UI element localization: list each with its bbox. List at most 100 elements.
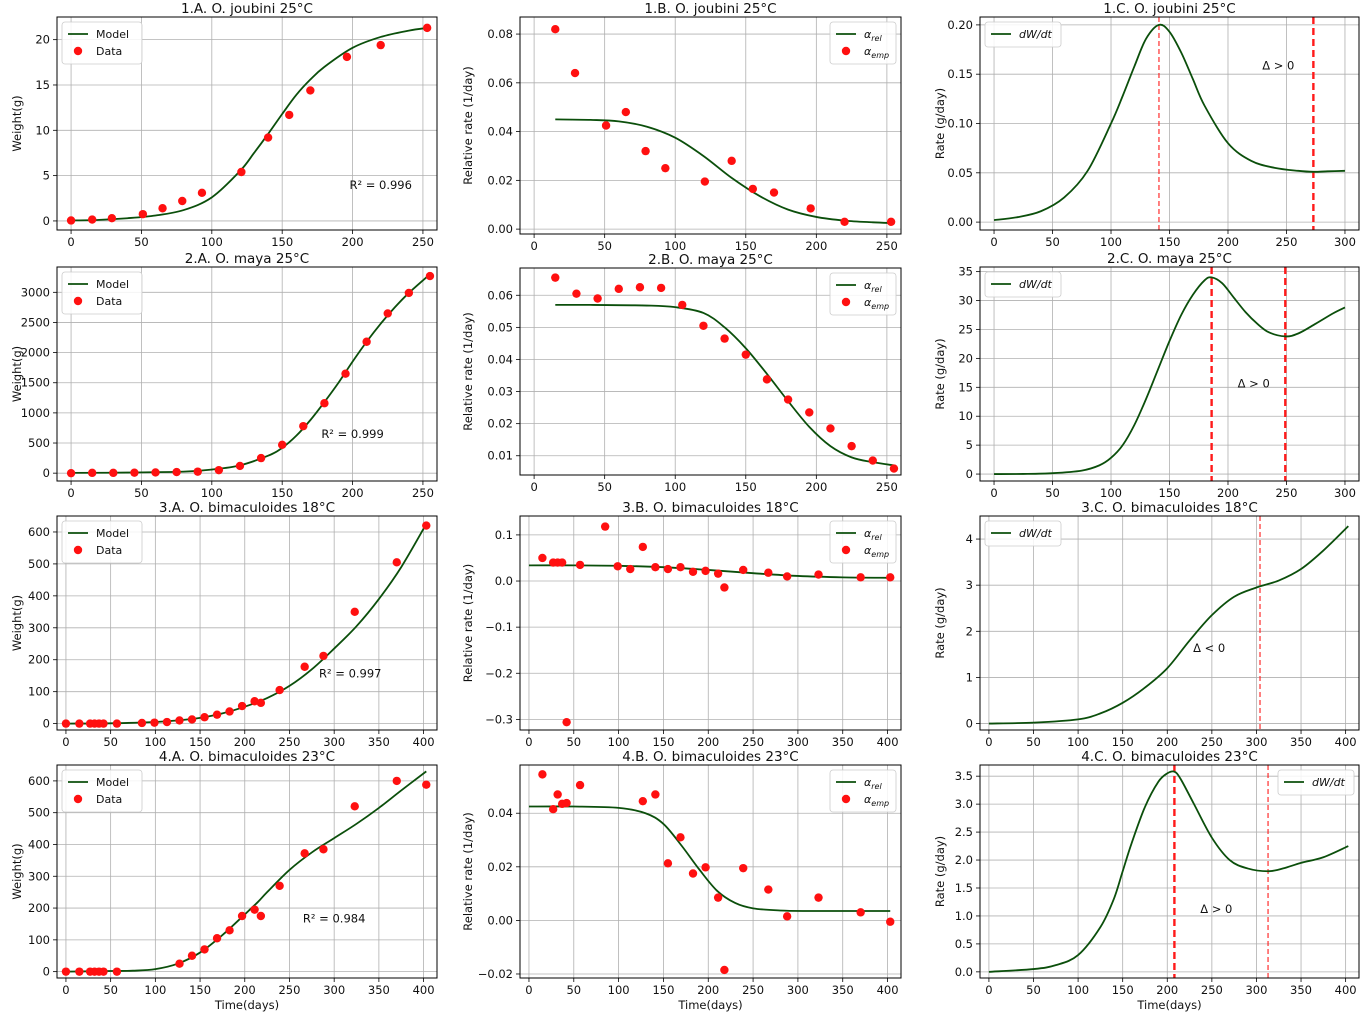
x-tick-label: 150 xyxy=(1112,735,1134,749)
y-tick-label: 0.05 xyxy=(487,320,513,334)
series-line-1 xyxy=(528,805,891,912)
plot-frame xyxy=(519,515,902,731)
y-tick-label: 0.02 xyxy=(487,417,513,431)
y-tick-label: 500 xyxy=(28,806,50,820)
data-point xyxy=(676,833,685,842)
data-point xyxy=(212,934,222,943)
x-tick-label: 0 xyxy=(985,983,992,997)
chart-title: 4.B. O. bimaculoides 23°C xyxy=(622,749,798,765)
y-tick-label: 0.06 xyxy=(487,288,513,302)
y-tick-label: 400 xyxy=(28,837,50,851)
y-tick-label: 400 xyxy=(28,589,50,603)
legend-label: αemp xyxy=(864,296,889,311)
data-point xyxy=(187,715,197,724)
legend-box xyxy=(61,21,143,65)
data-point xyxy=(562,798,571,808)
legend-label: αemp xyxy=(864,544,889,559)
data-point xyxy=(641,146,650,156)
legend-dot-swatch xyxy=(73,794,83,804)
series-points-2 xyxy=(66,271,435,478)
data-point xyxy=(87,215,97,224)
y-tick-label: 100 xyxy=(28,685,50,699)
annotation: R² = 0.999 xyxy=(321,427,383,441)
x-tick-label: 150 xyxy=(652,983,674,997)
x-tick-label: 250 xyxy=(876,480,898,494)
data-point xyxy=(212,710,222,719)
series-points-2 xyxy=(538,522,895,727)
annotation: Δ > 0 xyxy=(1262,58,1294,72)
data-point xyxy=(656,283,666,293)
chart-title: 1.A. O. joubini 25°C xyxy=(181,1,313,17)
data-point xyxy=(341,369,350,378)
x-tick-label: 200 xyxy=(1217,235,1239,249)
legend-box xyxy=(984,271,1062,298)
x-tick-label: 150 xyxy=(1112,983,1134,997)
data-point xyxy=(663,859,673,868)
grid xyxy=(980,765,1359,978)
data-point xyxy=(575,560,585,570)
series-points-2 xyxy=(61,776,431,976)
data-point xyxy=(886,217,896,227)
x-tick-label: 200 xyxy=(805,239,827,253)
plot-frame xyxy=(56,266,438,482)
x-tick-label: 0 xyxy=(525,735,532,749)
y-tick-label: 30 xyxy=(958,294,973,308)
series-line-1 xyxy=(555,118,892,224)
y-axis-label: Relative rate (1/day) xyxy=(461,312,475,430)
x-tick-label: 150 xyxy=(189,735,211,749)
data-point xyxy=(300,849,309,858)
x-tick-label: 300 xyxy=(323,735,345,749)
grid xyxy=(520,17,901,234)
y-tick-label: 0.00 xyxy=(487,222,513,236)
data-point xyxy=(61,967,71,976)
x-tick-label: 50 xyxy=(1026,983,1041,997)
data-point xyxy=(575,780,585,790)
legend-label: αrel xyxy=(864,527,882,542)
data-point xyxy=(137,718,147,728)
data-point xyxy=(277,440,287,450)
y-tick-label: 0.05 xyxy=(947,166,973,180)
legend-box xyxy=(61,520,143,564)
data-point xyxy=(112,967,122,976)
data-point xyxy=(551,24,560,34)
data-point xyxy=(425,271,435,281)
x-tick-label: 250 xyxy=(742,983,764,997)
x-tick-label: 300 xyxy=(787,983,809,997)
data-point xyxy=(614,284,623,294)
data-point xyxy=(235,461,245,471)
data-point xyxy=(193,467,202,476)
chart-title: 1.C. O. joubini 25°C xyxy=(1103,1,1235,17)
data-point xyxy=(404,288,414,298)
x-tick-label: 400 xyxy=(877,735,899,749)
x-tick-label: 300 xyxy=(1334,235,1356,249)
data-point xyxy=(175,716,184,725)
plot-frame xyxy=(979,515,1360,731)
y-tick-label: 1000 xyxy=(21,406,50,420)
plot-frame xyxy=(56,16,438,231)
series-points-2 xyxy=(551,24,896,227)
x-tick-label: 250 xyxy=(1201,983,1223,997)
data-point xyxy=(158,204,167,213)
y-tick-label: 1.0 xyxy=(955,909,973,923)
legend-label: Model xyxy=(96,776,129,789)
data-point xyxy=(720,334,729,343)
data-point xyxy=(214,465,224,475)
chart-title: 2.C. O. maya 25°C xyxy=(1107,251,1232,267)
data-point xyxy=(626,564,635,574)
data-point xyxy=(256,698,266,708)
y-axis-label: Weight(g) xyxy=(10,95,24,151)
legend-label: dW/dt xyxy=(1019,527,1053,540)
x-tick-label: 200 xyxy=(234,735,256,749)
y-tick-label: 1500 xyxy=(21,376,50,390)
y-tick-label: 0.04 xyxy=(487,352,513,366)
legend-dot-swatch xyxy=(841,794,851,804)
data-point xyxy=(557,558,567,567)
x-tick-label: 200 xyxy=(342,235,364,249)
data-point xyxy=(175,959,184,968)
x-tick-label: 300 xyxy=(323,983,345,997)
y-tick-label: 10 xyxy=(958,409,973,423)
data-point xyxy=(162,717,172,727)
y-tick-label: 0.20 xyxy=(947,18,973,32)
data-point xyxy=(806,204,815,213)
